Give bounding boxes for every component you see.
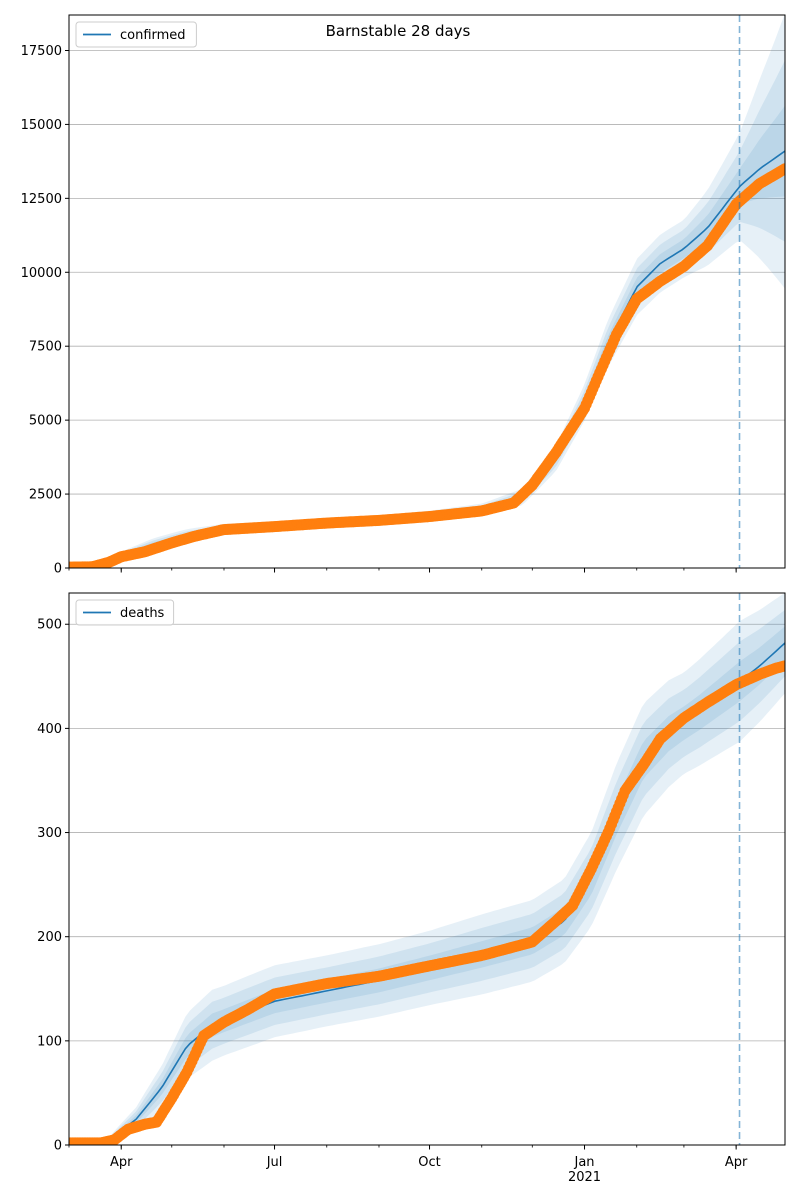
y-tick-label: 300: [37, 826, 62, 841]
uncertainty-band-1: [69, 15, 785, 568]
y-tick-label: 500: [37, 618, 62, 633]
legend-box: [75, 599, 175, 626]
plot-area: [69, 15, 785, 568]
x-tick-label: Apr: [110, 1155, 133, 1170]
x-tick-label: Oct: [418, 1155, 440, 1170]
uncertainty-band-2: [69, 60, 785, 568]
observed-point: [779, 660, 785, 672]
x-tick-label: Jul: [266, 1155, 283, 1170]
y-tick-label: 15000: [21, 118, 62, 133]
y-tick-label: 0: [54, 1139, 62, 1154]
y-tick-label: 400: [37, 722, 62, 737]
y-tick-label: 0: [54, 562, 62, 577]
observed-point: [779, 163, 785, 175]
confirmed-panel: 0 2500 5000 7500 10000 12500 15000 17500 confirm…: [21, 14, 786, 577]
y-tick-label: 100: [37, 1034, 62, 1049]
y-tick-label: 200: [37, 930, 62, 945]
x-tick-label: 2021: [568, 1170, 601, 1185]
legend-box: [75, 21, 197, 48]
y-tick-label: 2500: [29, 488, 62, 503]
y-tick-label: 12500: [21, 192, 62, 207]
y-tick-label: 5000: [29, 414, 62, 429]
y-tick-label: 10000: [21, 266, 62, 281]
figure-title: Barnstable 28 days: [326, 22, 471, 40]
uncertainty-band-3: [69, 105, 785, 568]
y-tick-label: 17500: [21, 44, 62, 59]
confirmed-series-line: [69, 150, 785, 568]
x-tick-label: Apr: [725, 1155, 748, 1170]
plot-area: [69, 593, 785, 1145]
y-tick-label: 7500: [29, 340, 62, 355]
x-tick-label: Jan: [573, 1155, 594, 1170]
axes-frame: [68, 14, 786, 569]
legend-label: confirmed: [120, 28, 186, 43]
axes-frame: [68, 592, 786, 1146]
legend: confirmed: [75, 21, 197, 48]
legend-label: deaths: [120, 606, 165, 621]
legend: deaths: [75, 599, 175, 626]
